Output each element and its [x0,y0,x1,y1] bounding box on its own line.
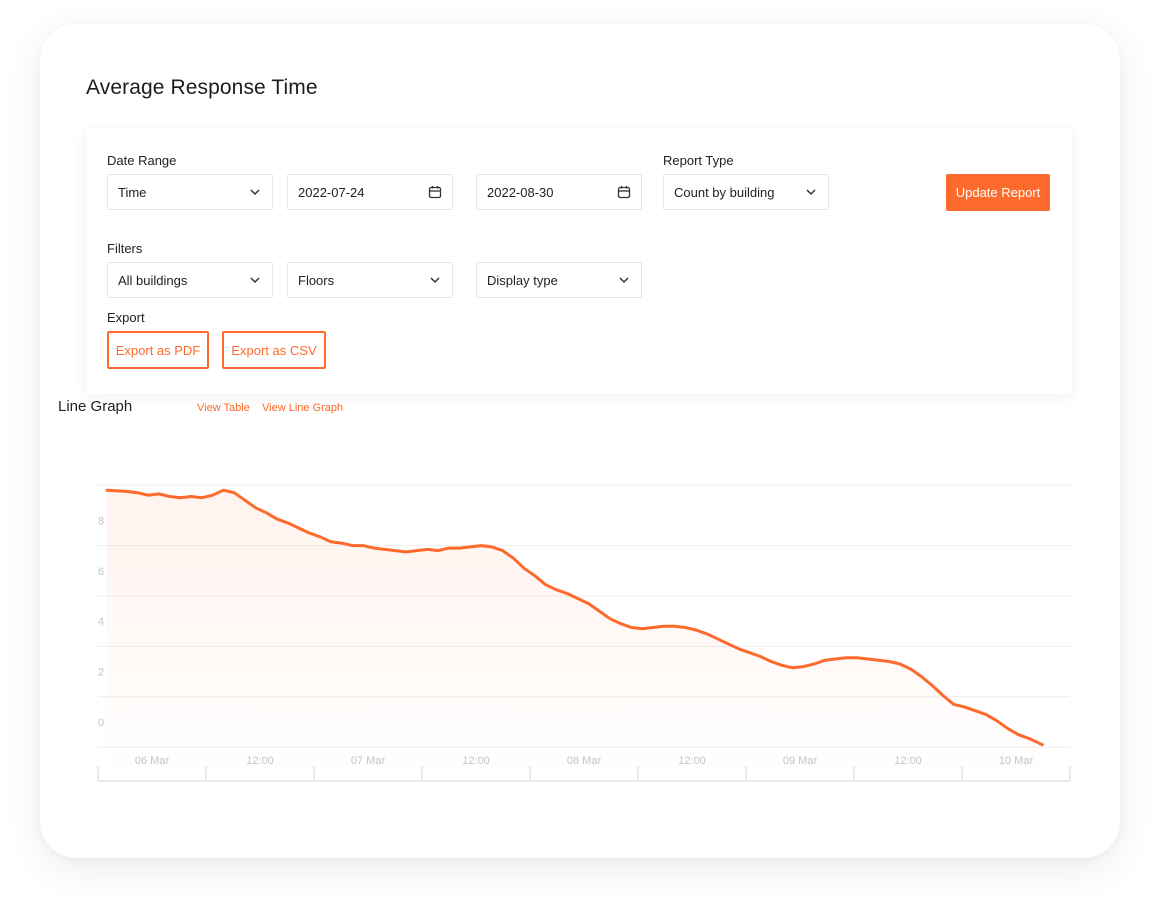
calendar-icon[interactable] [428,185,442,199]
page-title: Average Response Time [86,76,318,99]
view-line-graph-link[interactable]: View Line Graph [262,402,344,414]
floors-value: Floors [298,272,335,288]
date-range-value: Time [118,184,147,200]
display-type-value: Display type [487,272,558,288]
display-type-select[interactable]: Display type [476,262,642,298]
report-type-label: Report Type [663,153,734,168]
export-label: Export [107,310,145,325]
end-date-value: 2022-08-30 [487,184,554,200]
update-report-button[interactable]: Update Report [946,174,1050,211]
y-tick-label: 4 [98,616,104,628]
export-csv-button[interactable]: Export as CSV [222,331,326,369]
chevron-down-icon [804,185,818,199]
end-date-field[interactable]: 2022-08-30 [476,174,642,210]
y-tick-label: 0 [98,717,104,729]
chevron-down-icon [617,273,631,287]
export-pdf-button[interactable]: Export as PDF [107,331,209,369]
chevron-down-icon [248,273,262,287]
building-select[interactable]: All buildings [107,262,273,298]
floors-select[interactable]: Floors [287,262,453,298]
graph-title: Line Graph [58,398,133,415]
view-table-link[interactable]: View Table [197,402,250,414]
report-type-select[interactable]: Count by building [663,174,829,210]
y-tick-label: 2 [98,667,104,679]
series-area [107,490,1043,781]
date-range-select[interactable]: Time [107,174,273,210]
y-tick-label: 8 [98,515,104,527]
date-range-label: Date Range [107,153,177,168]
building-value: All buildings [118,272,188,288]
filters-panel: Date Range Time 2022-07-24 2022-08-30 Re… [86,128,1072,394]
series-line [105,488,1044,747]
start-date-value: 2022-07-24 [298,184,365,200]
y-tick-label: 6 [98,566,104,578]
chevron-down-icon [428,273,442,287]
chevron-down-icon [248,185,262,199]
start-date-field[interactable]: 2022-07-24 [287,174,453,210]
calendar-icon[interactable] [617,185,631,199]
filters-label: Filters [107,241,143,256]
report-type-value: Count by building [674,184,775,200]
